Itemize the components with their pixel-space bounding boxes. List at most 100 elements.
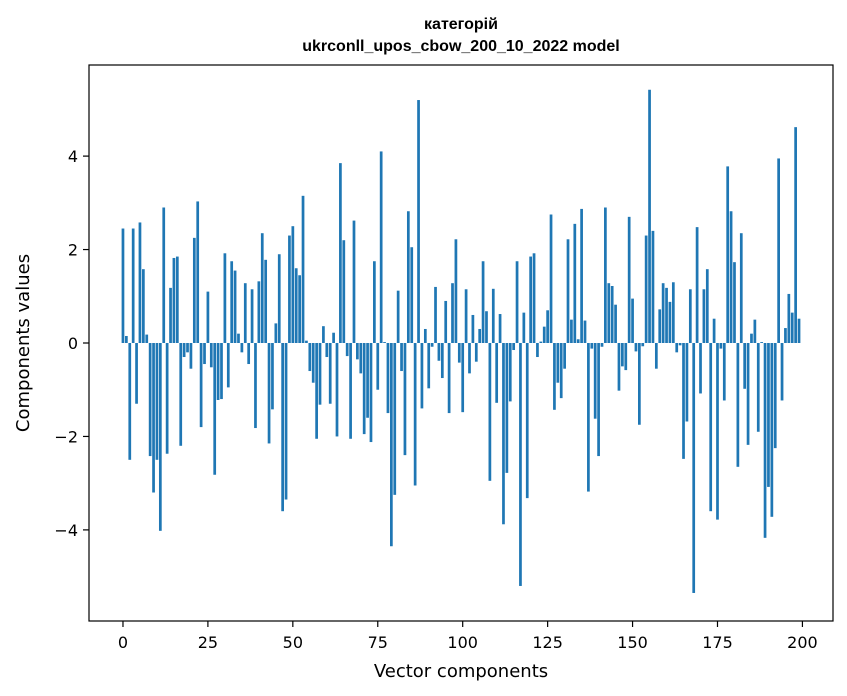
- bar-41: [260, 233, 264, 343]
- bar-128: [556, 343, 560, 383]
- bar-176: [719, 343, 723, 349]
- bar-7: [145, 334, 149, 343]
- bar-172: [705, 269, 709, 343]
- bar-118: [522, 312, 526, 343]
- bar-48: [284, 343, 288, 500]
- bar-46: [277, 254, 281, 343]
- bar-68: [352, 220, 356, 343]
- bar-148: [624, 343, 628, 371]
- y-tick-label: −2: [54, 427, 78, 446]
- bar-164: [678, 343, 682, 346]
- bar-20: [189, 343, 193, 369]
- bar-74: [373, 261, 376, 343]
- bar-121: [532, 253, 536, 343]
- bar-30: [223, 253, 227, 343]
- bar-197: [790, 312, 794, 343]
- bar-17: [179, 343, 183, 446]
- bar-146: [617, 343, 621, 391]
- bar-125: [546, 310, 549, 343]
- bar-110: [495, 343, 499, 403]
- bar-92: [434, 286, 437, 343]
- bar-105: [478, 328, 482, 343]
- bar-177: [722, 343, 726, 401]
- bar-161: [668, 301, 672, 343]
- bar-116: [515, 261, 519, 343]
- bar-198: [794, 127, 797, 343]
- bar-97: [451, 283, 454, 343]
- bar-49: [288, 235, 291, 343]
- y-tick-label: 4: [68, 147, 78, 166]
- x-tick-label: 175: [702, 633, 733, 652]
- bar-104: [474, 343, 478, 362]
- y-tick-label: 2: [68, 241, 78, 260]
- x-tick-label: 75: [368, 633, 388, 652]
- bar-132: [570, 319, 573, 343]
- bar-138: [590, 343, 594, 349]
- bar-10: [155, 343, 159, 460]
- bar-195: [784, 328, 787, 343]
- bar-21: [192, 237, 196, 343]
- bar-18: [182, 343, 186, 358]
- bar-107: [485, 311, 488, 343]
- bar-194: [780, 343, 784, 401]
- bar-38: [250, 289, 254, 343]
- bar-159: [661, 283, 665, 343]
- bar-144: [610, 286, 614, 343]
- bar-19: [186, 343, 189, 353]
- bar-56: [311, 343, 315, 383]
- bar-141: [600, 343, 604, 347]
- bar-64: [339, 163, 342, 343]
- bar-12: [162, 207, 166, 343]
- bar-69: [356, 343, 359, 360]
- bar-193: [777, 158, 780, 343]
- bar-84: [406, 211, 410, 343]
- bar-52: [298, 275, 301, 343]
- bar-165: [682, 343, 685, 459]
- bar-174: [712, 318, 716, 343]
- bar-73: [369, 343, 373, 443]
- bar-78: [386, 343, 390, 414]
- bar-63: [335, 343, 339, 437]
- bar-111: [498, 314, 502, 343]
- bar-166: [685, 343, 689, 422]
- bar-14: [169, 287, 172, 343]
- bar-4: [135, 343, 138, 404]
- bar-147: [621, 343, 624, 367]
- bar-65: [342, 240, 346, 343]
- bar-157: [654, 343, 658, 369]
- bar-167: [688, 289, 692, 343]
- bar-0: [121, 228, 125, 343]
- bar-130: [563, 343, 566, 369]
- bar-179: [729, 211, 733, 343]
- bar-37: [247, 343, 251, 365]
- bar-140: [597, 343, 600, 457]
- bar-129: [559, 343, 563, 399]
- bar-47: [281, 343, 284, 512]
- bar-57: [315, 343, 318, 439]
- bar-135: [580, 208, 583, 343]
- bar-190: [767, 343, 770, 487]
- bar-115: [512, 343, 516, 351]
- bar-61: [328, 343, 332, 404]
- bar-191: [770, 343, 774, 517]
- bar-13: [165, 343, 169, 454]
- x-tick-label: 25: [198, 633, 218, 652]
- bar-152: [638, 343, 641, 425]
- bar-126: [549, 214, 553, 343]
- bar-25: [206, 291, 210, 343]
- bar-11: [158, 343, 162, 531]
- bar-53: [301, 195, 305, 343]
- bar-86: [413, 343, 417, 486]
- bar-98: [454, 239, 458, 343]
- bar-114: [508, 343, 512, 402]
- bar-59: [322, 326, 325, 343]
- bar-67: [349, 343, 352, 439]
- bar-112: [502, 343, 505, 525]
- x-tick-label: 50: [283, 633, 303, 652]
- bar-134: [576, 339, 580, 343]
- bar-22: [196, 201, 200, 343]
- bar-124: [542, 326, 546, 343]
- bar-196: [787, 293, 791, 343]
- bar-189: [763, 343, 767, 538]
